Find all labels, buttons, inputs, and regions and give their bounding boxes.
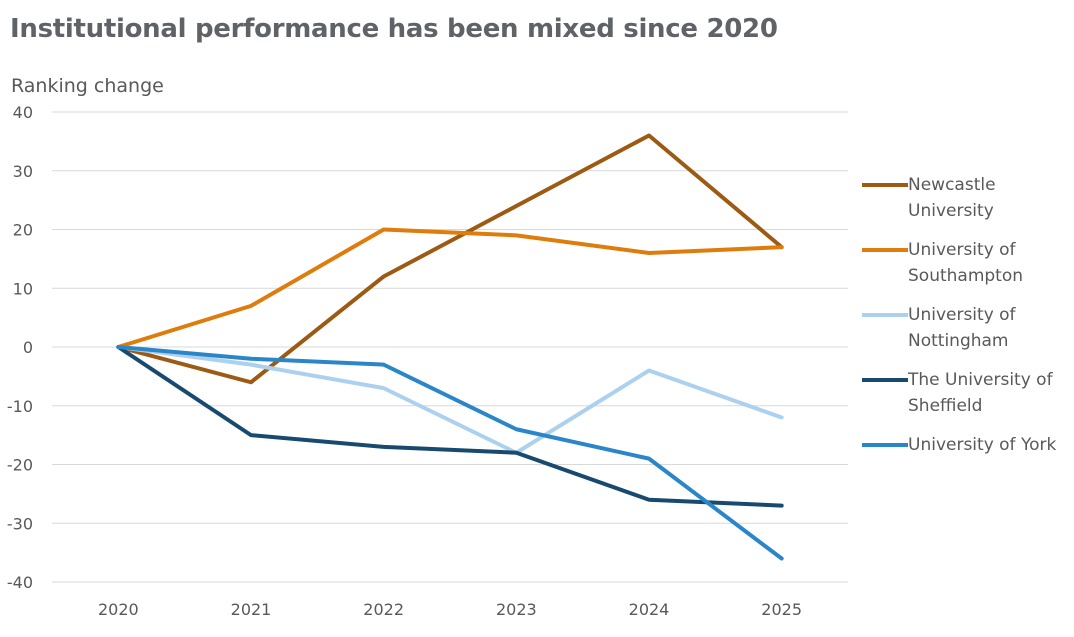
legend-item: University of Nottingham (862, 302, 1072, 354)
y-tick-label: -20 (7, 456, 33, 475)
y-tick-label: 10 (13, 279, 33, 298)
y-tick-label: 20 (13, 221, 33, 240)
legend-label: The University of Sheffield (908, 370, 1053, 416)
series-line (116, 345, 784, 508)
legend-item: University of Southampton (862, 237, 1072, 289)
y-tick-label: 40 (13, 103, 33, 122)
gridlines (52, 111, 848, 583)
x-tick-label: 2024 (629, 600, 670, 619)
legend: Newcastle University University of Southa… (862, 172, 1072, 471)
legend-label: University of Nottingham (908, 305, 1016, 351)
chart-title: Institutional performance has been mixed… (10, 14, 778, 44)
legend-item: University of York (862, 432, 1072, 458)
x-tick-label: 2025 (761, 600, 802, 619)
legend-swatch (862, 248, 908, 252)
x-tick-label: 2022 (363, 600, 404, 619)
series-line (116, 133, 784, 385)
x-tick-label: 2021 (231, 600, 272, 619)
y-tick-label: 30 (13, 162, 33, 181)
y-axis-ticks: 40 30 20 10 0 -10 -20 -30 -40 (7, 103, 33, 592)
y-axis-label: Ranking change (11, 75, 164, 97)
y-tick-label: -40 (7, 573, 33, 592)
legend-swatch (862, 183, 908, 187)
legend-label: Newcastle University (908, 175, 996, 221)
x-tick-label: 2020 (98, 600, 139, 619)
y-tick-label: 0 (23, 338, 33, 357)
y-tick-label: -10 (7, 397, 33, 416)
series-line (116, 345, 784, 455)
legend-label: University of York (908, 435, 1057, 455)
x-axis-ticks: 2020 2021 2022 2023 2024 2025 (98, 600, 802, 619)
legend-swatch (862, 313, 908, 317)
legend-item: Newcastle University (862, 172, 1072, 224)
series-line (116, 345, 784, 561)
y-tick-label: -30 (7, 514, 33, 533)
series-lines (116, 133, 784, 561)
series-line (116, 227, 784, 349)
x-tick-label: 2023 (496, 600, 537, 619)
legend-label: University of Southampton (908, 240, 1024, 286)
legend-item: The University of Sheffield (862, 367, 1072, 419)
legend-swatch (862, 378, 908, 382)
legend-swatch (862, 443, 908, 447)
